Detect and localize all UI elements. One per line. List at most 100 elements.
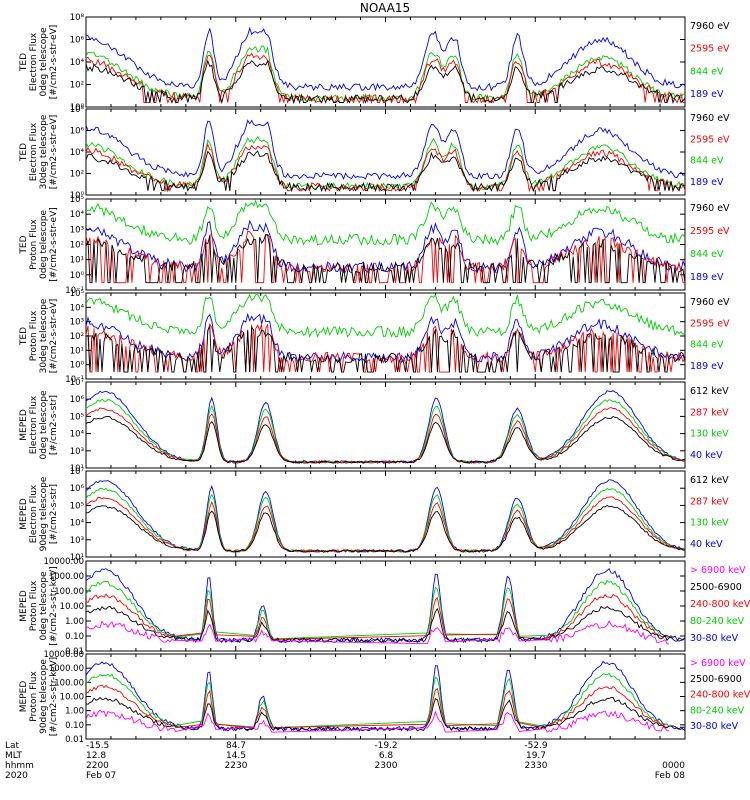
panel-ted-electron-30deg: 10⁰ 10² 10⁴ 10⁶ 10⁸ TED Electron Flux 30deg tel… [19, 105, 730, 201]
x-row-label: MLT [5, 751, 23, 761]
legend-entry: 189 eV [690, 272, 724, 283]
y-tick-label: 1.00 [65, 707, 84, 717]
x-axis-hhmm: 0000 [662, 761, 685, 771]
series-line-black [85, 325, 686, 373]
y-axis-label-line: TED [19, 53, 29, 72]
y-tick-label: 10² [70, 332, 84, 342]
y-tick-label: 1.00 [65, 617, 84, 627]
y-tick-label: 10⁴ [70, 303, 85, 313]
legend-entry: 240-800 keV [690, 599, 750, 610]
panel-meped-electron-0deg: 10¹ 10³ 10⁴ 10⁵ 10⁶ 10⁷ MEPED Electron Flux 0deg… [19, 378, 729, 474]
y-tick-label: 10⁰ [70, 271, 85, 281]
series-line-black [85, 504, 686, 553]
y-tick-label: 10⁵ [70, 412, 84, 422]
y-axis-label-line: [#/cm2-s-str-eV] [49, 207, 59, 282]
legend-entry: 612 keV [690, 386, 729, 397]
y-tick-label: 10⁰ [70, 361, 85, 371]
y-axis-label-line: 0deg telescope [39, 27, 49, 97]
series-line-green [85, 398, 686, 464]
legend-entry: 130 keV [690, 518, 729, 529]
legend-entry: 844 eV [690, 249, 724, 260]
y-tick-label: 100.00 [54, 678, 84, 688]
x-axis-hhmm: 2330 [525, 761, 548, 771]
y-tick-label: 10² [70, 241, 84, 251]
series-line-blue [85, 567, 686, 644]
y-tick-label: 10⁶ [70, 36, 85, 46]
legend-entry: 30-80 keV [690, 721, 739, 732]
y-tick-label: 10¹ [70, 464, 84, 474]
panel-ted-proton-30deg: 10⁻¹ 10⁰ 10¹ 10² 10³ 10⁴ 10⁵ TED Proton Flux 30de… [19, 289, 730, 385]
y-axis-label-line: 90deg telescope [39, 476, 49, 551]
series-line-red [85, 322, 686, 373]
y-tick-label: 10⁶ [70, 127, 85, 137]
y-axis-label-line: TED [19, 327, 29, 346]
y-axis-label-line: Electron Flux [29, 32, 39, 91]
y-tick-label: 10.00 [60, 693, 84, 703]
legend-entry: 2595 eV [690, 134, 730, 145]
y-axis-label-line: MEPED [19, 590, 29, 622]
legend-entry: 844 eV [690, 66, 724, 77]
series-line-red [85, 593, 670, 640]
series-line-blue [85, 26, 686, 92]
x-axis-mlt: 6.8 [379, 751, 394, 761]
legend-entry: 189 eV [690, 177, 724, 188]
y-tick-label: 10⁻¹ [65, 286, 84, 296]
series-line-blue [85, 119, 686, 181]
series-line-green [85, 487, 686, 553]
series-line-green [85, 45, 686, 103]
series-line-black [85, 696, 686, 732]
chart-title: NOAA15 [360, 1, 410, 15]
y-tick-label: 10⁷ [70, 467, 85, 477]
y-axis-label-line: [#/cm2-s-str-eV] [49, 25, 59, 100]
y-axis-label-line: 30deg telescope [39, 114, 49, 189]
series-line-red [85, 52, 685, 105]
y-tick-label: 10⁶ [70, 484, 85, 494]
y-tick-label: 10⁴ [70, 519, 85, 529]
y-axis-label-line: [#/cm2-s-str] [49, 395, 59, 455]
series-line-green [85, 199, 686, 246]
series-line-black [85, 605, 686, 644]
legend-entry: 2500-6900 [690, 582, 742, 593]
legend-entry: 7960 eV [690, 297, 730, 308]
legend-entry: 844 eV [690, 340, 724, 351]
y-axis-label-line: Proton Flux [29, 580, 39, 631]
y-tick-label: 10⁵ [70, 289, 84, 299]
y-tick-label: 10.00 [60, 602, 84, 612]
legend-entry: 844 eV [690, 156, 724, 167]
x-axis-lat: -15.5 [86, 741, 109, 751]
legend-entry: 40 keV [690, 539, 723, 550]
y-tick-label: 10⁴ [70, 148, 85, 158]
panel-meped-electron-90deg: 10¹ 10³ 10⁴ 10⁵ 10⁶ 10⁷ MEPED Electron Flux 90de… [19, 467, 729, 563]
y-tick-label: 10¹ [70, 256, 84, 266]
y-tick-label: 0.10 [65, 721, 84, 731]
series-line-magenta [85, 709, 670, 733]
series-line-red [85, 684, 670, 729]
legend-entry: 2500-6900 [690, 674, 742, 685]
panel-frame [85, 381, 686, 469]
y-axis-label-line: MEPED [19, 681, 29, 713]
y-tick-label: 10⁰ [70, 191, 85, 201]
series-line-black [85, 150, 686, 193]
y-tick-label: 10⁷ [70, 378, 85, 388]
legend-entry: 7960 eV [690, 203, 730, 214]
y-axis-label-line: TED [19, 143, 29, 162]
series-line-blue [85, 479, 686, 553]
series-line-black [85, 234, 686, 284]
legend-entry: 130 keV [690, 429, 729, 440]
y-tick-label: 0.01 [65, 735, 84, 745]
panel-meped-proton-90deg: 0.01 0.10 1.00 10.00 100.00 1000.00 10000.00 ME… [19, 650, 750, 745]
x-axis-mlt: 12.8 [86, 751, 106, 761]
x-axis-hhmm: 2230 [225, 761, 248, 771]
series-line-blue [85, 312, 686, 364]
x-axis-mlt: 14.5 [226, 751, 246, 761]
series-line-black [85, 415, 685, 464]
y-axis-label-line: Electron Flux [29, 122, 39, 181]
y-tick-label: 10⁵ [70, 501, 84, 511]
legend-entry: 240-800 keV [690, 690, 750, 701]
y-tick-label: 10¹ [70, 346, 84, 356]
series-line-black [85, 59, 686, 105]
y-tick-label: 10³ [70, 447, 84, 457]
series-line-green [85, 293, 686, 339]
y-tick-label: 10⁸ [70, 13, 85, 23]
y-tick-label: 10⁵ [70, 195, 84, 205]
